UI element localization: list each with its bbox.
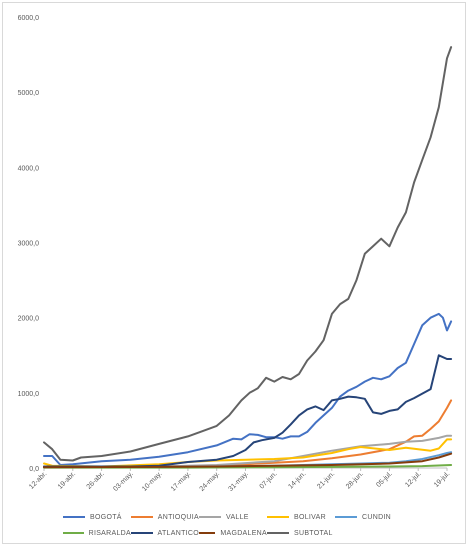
x-tick-label: 26-abr. bbox=[86, 470, 106, 490]
chart-legend: BOGOTÁ ANTIOQUIA VALLE BOLIVAR CUNDIN RISARA… bbox=[63, 509, 463, 541]
legend-label: VALLE bbox=[226, 513, 249, 521]
x-tick-label: 07-jun. bbox=[259, 470, 279, 490]
legend-swatch bbox=[131, 516, 153, 518]
y-tick-label: 2000,0 bbox=[18, 316, 40, 323]
x-tick-label: 03-may. bbox=[112, 470, 135, 493]
x-tick-label: 17-may. bbox=[170, 470, 193, 493]
legend-swatch bbox=[199, 516, 221, 518]
y-tick-label: 1000,0 bbox=[18, 391, 40, 398]
series-line-bogot- bbox=[43, 312, 453, 466]
legend-item: ANTIOQUIA bbox=[131, 514, 199, 521]
legend-item: ATLANTICO bbox=[131, 530, 199, 537]
x-tick-label: 24-may. bbox=[199, 470, 222, 493]
y-tick-label: 3000,0 bbox=[18, 241, 40, 248]
y-tick-label: 6000,0 bbox=[18, 15, 40, 22]
legend-label: SUBTOTAL bbox=[294, 529, 333, 537]
series-line-subtotal bbox=[43, 46, 453, 462]
legend-label: ATLANTICO bbox=[157, 529, 199, 537]
legend-swatch bbox=[63, 516, 85, 518]
legend-swatch bbox=[63, 532, 84, 534]
series-line-magdalena bbox=[43, 452, 453, 469]
legend-item: SUBTOTAL bbox=[267, 530, 335, 537]
chart-axes: 0,0 1000,0 2000,0 3000,0 4000,0 5000,0 6000,0 1… bbox=[18, 15, 452, 493]
x-tick-label: 14-jun. bbox=[287, 470, 307, 490]
legend-swatch bbox=[199, 532, 216, 534]
legend-row: BOGOTÁ ANTIOQUIA VALLE BOLIVAR CUNDIN bbox=[63, 509, 463, 525]
legend-item: CUNDIN bbox=[335, 514, 403, 521]
series-line-bolivar bbox=[43, 438, 453, 468]
legend-swatch bbox=[131, 532, 153, 534]
x-tick-label: 12-abr. bbox=[28, 470, 48, 490]
series-line-atlantico bbox=[43, 354, 453, 468]
legend-label: BOGOTÁ bbox=[90, 513, 122, 521]
legend-item: BOLIVAR bbox=[267, 514, 335, 521]
x-tick-label: 19-jul. bbox=[433, 470, 451, 488]
legend-swatch bbox=[267, 532, 289, 534]
legend-label: BOLIVAR bbox=[294, 513, 326, 521]
legend-swatch bbox=[267, 516, 289, 518]
x-tick-label: 28-jun. bbox=[345, 470, 365, 490]
legend-row: RISARALDA ATLANTICO MAGDALENA SUBTOTAL bbox=[63, 525, 463, 541]
x-tick-label: 21-jun. bbox=[316, 470, 336, 490]
x-tick-label: 10-may. bbox=[141, 470, 164, 493]
legend-label: ANTIOQUIA bbox=[157, 513, 199, 521]
legend-label: CUNDIN bbox=[362, 513, 392, 521]
y-tick-label: 0,0 bbox=[29, 466, 39, 473]
legend-label: RISARALDA bbox=[88, 529, 131, 537]
legend-item: RISARALDA bbox=[63, 530, 131, 537]
chart-series-layer bbox=[43, 46, 453, 469]
x-tick-label: 19-abr. bbox=[57, 470, 77, 490]
y-tick-label: 4000,0 bbox=[18, 165, 40, 172]
x-tick-label: 05-jul. bbox=[375, 470, 393, 488]
legend-item: MAGDALENA bbox=[199, 530, 267, 537]
legend-swatch bbox=[335, 516, 357, 518]
y-tick-label: 5000,0 bbox=[18, 90, 40, 97]
chart-frame: 0,0 1000,0 2000,0 3000,0 4000,0 5000,0 6000,0 1… bbox=[2, 2, 466, 544]
x-tick-label: 31-may. bbox=[227, 470, 250, 493]
line-chart: 0,0 1000,0 2000,0 3000,0 4000,0 5000,0 6000,0 1… bbox=[18, 15, 453, 493]
x-tick-label: 12-jul. bbox=[404, 470, 422, 488]
legend-item: VALLE bbox=[199, 514, 267, 521]
legend-label: MAGDALENA bbox=[220, 529, 267, 537]
legend-item: BOGOTÁ bbox=[63, 514, 131, 521]
